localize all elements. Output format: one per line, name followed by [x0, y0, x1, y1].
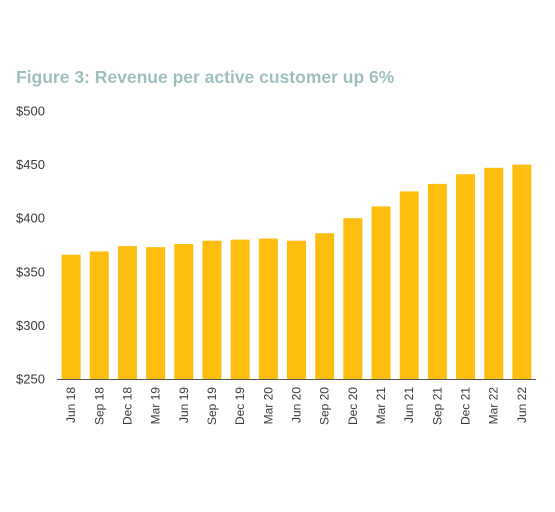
bar — [174, 243, 194, 379]
bar — [456, 174, 476, 379]
x-tick-label: Sep 19 — [205, 387, 219, 425]
bar — [287, 240, 306, 379]
x-tick-label: Sep 18 — [92, 387, 106, 425]
x-tick-label: Mar 21 — [374, 387, 388, 425]
bar — [343, 218, 363, 379]
x-tick-label: Jun 19 — [177, 387, 191, 423]
x-tick-label: Sep 21 — [430, 387, 444, 425]
y-tick-label: $250 — [16, 372, 45, 387]
y-tick-label: $450 — [16, 157, 45, 172]
bar — [146, 247, 166, 379]
bar — [371, 206, 391, 379]
chart-title: Figure 3: Revenue per active customer up… — [16, 67, 395, 87]
bar — [202, 240, 222, 379]
x-tick-label: Dec 19 — [233, 387, 247, 425]
x-tick-label: Dec 18 — [120, 387, 134, 425]
bar — [89, 251, 109, 379]
y-tick-label: $400 — [16, 211, 45, 226]
x-tick-label: Dec 20 — [346, 387, 360, 425]
y-axis-ticks: $250 $300 $350 $400 $450 $500 — [16, 104, 45, 387]
x-tick-label: Jun 20 — [290, 387, 304, 423]
y-tick-label: $500 — [16, 104, 45, 119]
x-tick-label: Jun 22 — [515, 387, 529, 423]
y-tick-label: $300 — [16, 318, 45, 333]
x-tick-label: Jun 21 — [402, 387, 416, 423]
x-tick-label: Sep 20 — [318, 387, 332, 425]
x-tick-label: Jun 18 — [64, 387, 78, 423]
bars — [61, 164, 532, 379]
x-tick-label: Mar 19 — [149, 387, 163, 425]
x-tick-label: Mar 20 — [261, 387, 275, 425]
bar — [484, 167, 504, 379]
bar — [315, 233, 335, 379]
bar — [258, 238, 278, 379]
bar — [399, 191, 419, 379]
y-tick-label: $350 — [16, 264, 45, 279]
x-tick-label: Mar 22 — [487, 387, 501, 425]
bar — [512, 164, 532, 379]
bar — [117, 246, 137, 379]
x-tick-label: Dec 21 — [459, 387, 473, 425]
bar — [61, 254, 81, 379]
x-axis-ticks: Jun 18 Sep 18 Dec 18 Mar 19 Jun 19 Sep 19 Dec … — [64, 387, 529, 425]
bar — [427, 183, 447, 379]
bar — [230, 239, 250, 379]
